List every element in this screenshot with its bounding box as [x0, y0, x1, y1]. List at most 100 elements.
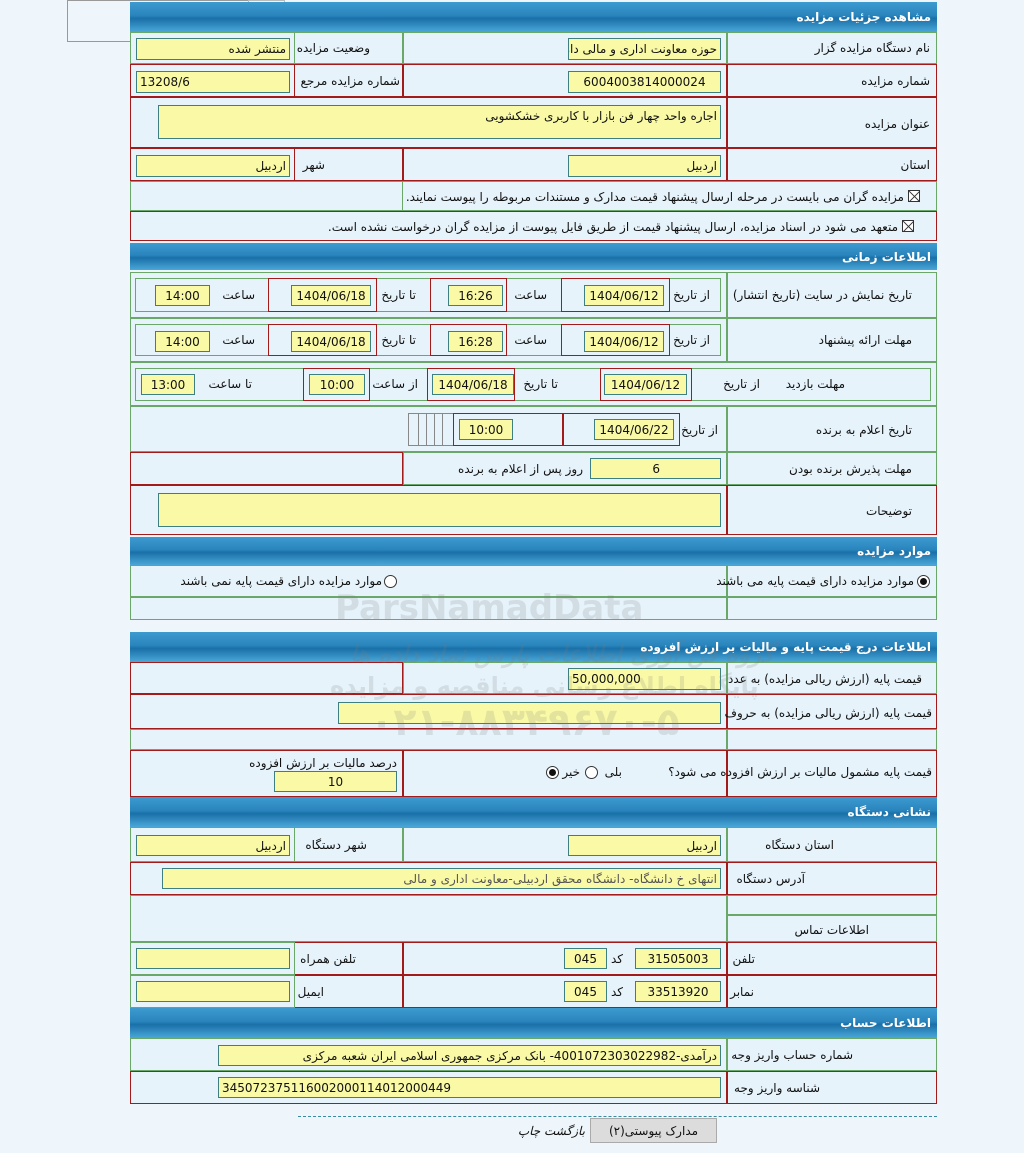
addr-province-label-cell: [727, 827, 937, 862]
visit-from-time-label: از ساعت: [372, 377, 418, 391]
vat-pct-label: درصد مالیات بر ارزش افزوده: [249, 756, 397, 770]
number-row-label-cell: [727, 64, 937, 97]
vat-pct-field[interactable]: 10: [274, 771, 397, 792]
visit-from-date-label: از تاریخ: [723, 377, 760, 391]
org-label: نام دستگاه مزایده گزار: [814, 41, 930, 55]
print-back-link[interactable]: بازگشت چاپ: [517, 1124, 585, 1138]
offer-to-date[interactable]: 1404/06/18: [291, 331, 371, 352]
display-to-date[interactable]: 1404/06/18: [291, 285, 371, 306]
winner-label-cell: [727, 406, 937, 452]
visit-from-time[interactable]: 10:00: [309, 374, 365, 395]
section-header-details: مشاهده جزئیات مزایده: [130, 2, 937, 32]
no-base-radio[interactable]: [384, 575, 397, 588]
price-empty-right: [727, 729, 937, 750]
winner-divider: [434, 413, 435, 446]
price-words-field[interactable]: [338, 702, 721, 724]
display-from-date-label: از تاریخ: [673, 288, 710, 302]
price-words-label: قیمت پایه (ارزش ریالی مزایده) به حروف: [724, 706, 932, 720]
addr-province-field[interactable]: اردبیل: [568, 835, 721, 856]
winner-divider: [426, 413, 427, 446]
winner-from-date-label: از تاریخ: [681, 423, 718, 437]
number-label: شماره مزایده: [861, 74, 930, 88]
accept-label-cell: [727, 452, 937, 485]
desc-field[interactable]: [158, 493, 721, 527]
price-num-left: [130, 662, 403, 694]
winner-from-date[interactable]: 1404/06/22: [594, 419, 674, 440]
vat-yes-radio[interactable]: [585, 766, 598, 779]
fax-label-cell: [727, 975, 937, 1008]
addr-label-cell: [727, 862, 937, 895]
no-base-label: موارد مزایده دارای قیمت پایه نمی باشند: [180, 574, 382, 588]
winner-time[interactable]: 10:00: [459, 419, 513, 440]
city-field[interactable]: اردبیل: [136, 155, 290, 177]
visit-from-date[interactable]: 1404/06/12: [604, 374, 687, 395]
title-label: عنوان مزایده: [864, 117, 930, 131]
addr-city-field[interactable]: اردبیل: [136, 835, 290, 856]
offer-to-date-label: تا تاریخ: [381, 333, 416, 347]
price-words-label-cell: [727, 694, 937, 729]
display-to-time[interactable]: 14:00: [155, 285, 210, 306]
display-to-time-label: ساعت: [222, 288, 255, 302]
price-empty-left: [130, 729, 727, 750]
tel-label-cell: [727, 942, 937, 975]
display-to-date-label: تا تاریخ: [381, 288, 416, 302]
ref-label: شماره مزایده مرجع: [300, 74, 400, 88]
check2-checkbox[interactable]: [902, 220, 914, 232]
org-field[interactable]: حوزه معاونت اداری و مالی دان: [568, 38, 721, 60]
tel-code-field[interactable]: 045: [564, 948, 607, 969]
price-num-label-cell: [727, 662, 937, 694]
id-label: شناسه واریز وجه: [734, 1081, 820, 1095]
offer-to-time[interactable]: 14:00: [155, 331, 210, 352]
watermark-line1: گروه فن آوری اطلاعات پارس نماد داده ها: [350, 640, 775, 668]
acc-field[interactable]: درآمدی-4001072303022982- بانک مرکزی جمهو…: [218, 1045, 721, 1066]
accept-field[interactable]: 6: [590, 458, 721, 479]
has-base-radio[interactable]: [917, 575, 930, 588]
number-field[interactable]: 6004003814000024: [568, 71, 721, 93]
offer-to-time-label: ساعت: [222, 333, 255, 347]
section-header-items: موارد مزایده: [130, 537, 937, 565]
title-field[interactable]: اجاره واحد چهار فن بازار با کاربری خشکشو…: [158, 105, 721, 139]
visit-to-date[interactable]: 1404/06/18: [432, 374, 514, 395]
ref-field[interactable]: 13208/6: [136, 71, 290, 93]
offer-label-cell: [727, 318, 937, 362]
vat-no-radio[interactable]: [546, 766, 559, 779]
display-label: تاریخ نمایش در سایت (تاریخ انتشار): [732, 288, 912, 302]
section-header-timing: اطلاعات زمانی: [130, 243, 937, 270]
visit-group: [135, 368, 931, 401]
mobile-field[interactable]: [136, 948, 290, 969]
items-no-cell: [130, 565, 727, 597]
check2-row: [130, 211, 937, 241]
attachments-button[interactable]: مدارک پیوستی(۲): [590, 1118, 717, 1143]
vat-no-label: خیر: [562, 765, 580, 779]
display-from-date[interactable]: 1404/06/12: [584, 285, 664, 306]
province-field[interactable]: اردبیل: [568, 155, 721, 177]
check1-checkbox[interactable]: [908, 190, 920, 202]
email-field[interactable]: [136, 981, 290, 1002]
province-label: استان: [900, 158, 930, 172]
tel-code-label: کد: [610, 952, 623, 966]
acc-label-cell: [727, 1038, 937, 1071]
status-field[interactable]: منتشر شده: [136, 38, 290, 60]
fax-field[interactable]: 33513920: [635, 981, 721, 1002]
accept-suffix: روز پس از اعلام به برنده: [458, 462, 583, 476]
vat-cell: [403, 750, 727, 797]
display-label-cell: [727, 272, 937, 318]
addr-city-label: شهر دستگاه: [305, 838, 367, 852]
items-empty-right: [727, 597, 937, 620]
visit-to-time[interactable]: 13:00: [141, 374, 195, 395]
fax-code-field[interactable]: 045: [564, 981, 607, 1002]
price-num-field[interactable]: 50,000,000: [568, 668, 721, 690]
offer-time-label: ساعت: [514, 333, 547, 347]
addr-field[interactable]: انتهای خ دانشگاه- دانشگاه محقق اردبیلی-م…: [162, 868, 721, 889]
offer-from-date-label: از تاریخ: [673, 333, 710, 347]
display-from-time[interactable]: 16:26: [448, 285, 503, 306]
tel-field[interactable]: 31505003: [635, 948, 721, 969]
contact-label: اطلاعات تماس: [794, 923, 869, 937]
contact-left: [130, 895, 727, 942]
offer-from-date[interactable]: 1404/06/12: [584, 331, 664, 352]
desc-label: توضیحات: [865, 504, 912, 518]
id-field[interactable]: 345072375116002000114012000449: [218, 1077, 721, 1098]
offer-from-time[interactable]: 16:28: [448, 331, 503, 352]
watermark-phone: ۰۲۱-۸۸۳۴۹۶۷۰-۵: [370, 700, 680, 744]
vat-question: قیمت پایه مشمول مالیات بر ارزش افزوده می…: [668, 765, 932, 779]
